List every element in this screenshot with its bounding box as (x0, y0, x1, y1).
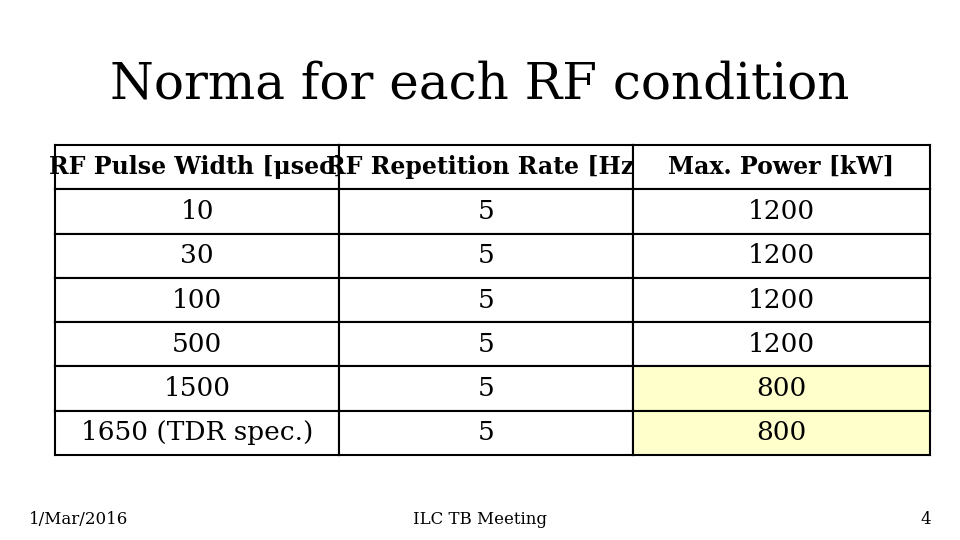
Text: 5: 5 (477, 332, 494, 357)
Text: 5: 5 (477, 420, 494, 445)
Text: RF Repetition Rate [Hz]: RF Repetition Rate [Hz] (326, 155, 646, 179)
Text: ILC TB Meeting: ILC TB Meeting (413, 511, 547, 529)
Text: Norma for each RF condition: Norma for each RF condition (110, 60, 850, 110)
Text: 1200: 1200 (748, 199, 815, 224)
Text: 1200: 1200 (748, 287, 815, 313)
Text: 5: 5 (477, 287, 494, 313)
Text: 500: 500 (172, 332, 223, 357)
Text: 5: 5 (477, 376, 494, 401)
Text: 100: 100 (172, 287, 223, 313)
Text: 30: 30 (180, 243, 214, 268)
Text: 4: 4 (921, 511, 931, 529)
Text: Max. Power [kW]: Max. Power [kW] (668, 155, 895, 179)
Text: 1650 (TDR spec.): 1650 (TDR spec.) (81, 420, 313, 445)
Text: 10: 10 (180, 199, 214, 224)
Text: 1/Mar/2016: 1/Mar/2016 (29, 511, 128, 529)
Text: 1200: 1200 (748, 332, 815, 357)
Text: 5: 5 (477, 199, 494, 224)
Text: 5: 5 (477, 243, 494, 268)
Text: 800: 800 (756, 376, 806, 401)
Text: 800: 800 (756, 420, 806, 445)
Text: 1500: 1500 (164, 376, 230, 401)
Text: RF Pulse Width [μsec]: RF Pulse Width [μsec] (49, 155, 345, 179)
Text: 1200: 1200 (748, 243, 815, 268)
